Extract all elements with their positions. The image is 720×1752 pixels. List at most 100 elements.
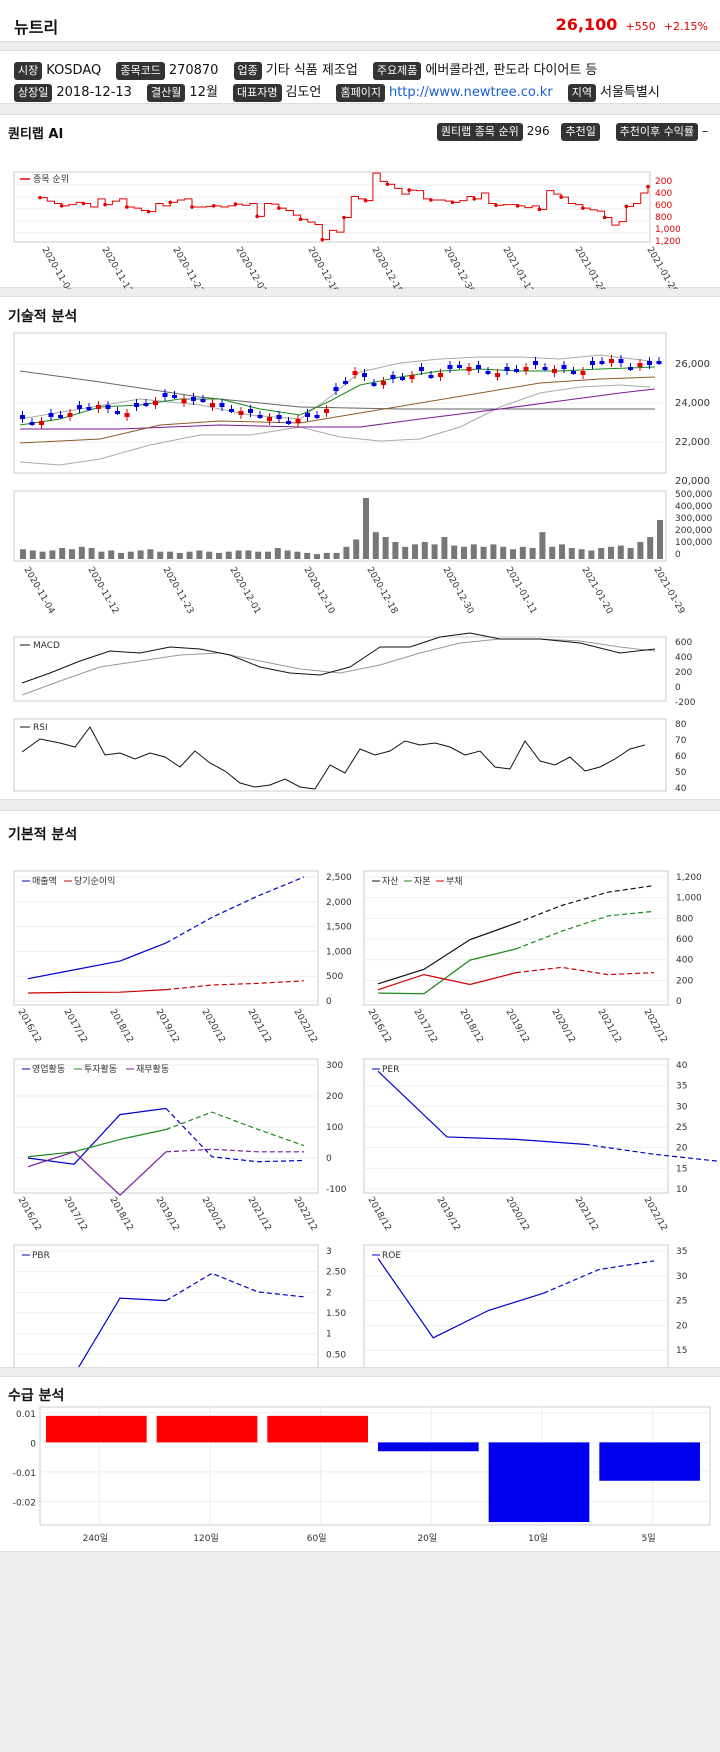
supply-xtick: 5일	[642, 1533, 656, 1544]
macd-panel-frame	[13, 636, 667, 702]
volume-bar	[529, 548, 536, 559]
price-y-axis: 26,000 24,000 22,000 20,000	[675, 359, 710, 487]
volume-bar	[284, 550, 291, 559]
rank-xtick: 2021-01-11	[500, 246, 535, 290]
rank-point	[211, 204, 216, 208]
fund-xtick: 2020/12	[549, 1008, 576, 1045]
fund-series-forecast	[165, 1107, 305, 1163]
volume-bar	[39, 551, 46, 559]
company-info-card: 시장 KOSDAQ 종목코드 270870 업종 기타 식품 제조업 주요제품 에버콜라…	[0, 50, 720, 104]
candle-body	[523, 367, 529, 371]
candle-body	[409, 375, 415, 379]
fund-ytick: 0	[326, 997, 332, 1007]
candle-body	[542, 367, 548, 370]
macd-ytick: 400	[675, 653, 692, 663]
volume-bar	[559, 544, 565, 559]
rsi-ytick: 80	[675, 720, 687, 730]
products-label: 주요제품	[372, 62, 422, 80]
fund-xtick: 2022/12	[291, 1196, 318, 1233]
rank-x-axis: 2020-11-04 2020-11-12 2020-11-23 2020-12…	[39, 246, 679, 290]
fund-legend-label: 투자활동	[84, 1063, 117, 1075]
volume-bar	[461, 546, 467, 559]
volume-bar	[333, 552, 340, 559]
fund-chart-frame	[363, 1244, 669, 1367]
fund-xtick: 2020/12	[199, 1008, 226, 1045]
volume-bar	[59, 548, 66, 559]
fund-ytick: 0.50	[326, 1350, 346, 1360]
candle-body	[267, 417, 272, 421]
volume-bar	[412, 544, 418, 559]
rank-value: 296	[526, 124, 550, 138]
volume-bar	[20, 549, 26, 559]
fund-series-forecast	[515, 910, 655, 950]
price-ytick: 24,000	[675, 398, 710, 409]
volume-bar	[118, 552, 124, 559]
ceo-value: 김도언	[285, 85, 322, 100]
candle-body	[495, 373, 500, 377]
volume-bar	[441, 537, 448, 559]
fund-ytick: 200	[676, 976, 693, 986]
fund-xtick: 2022/12	[641, 1196, 668, 1233]
fund-series-forecast	[515, 884, 655, 924]
fund-ytick: 1,500	[326, 923, 352, 933]
supply-bar	[488, 1442, 590, 1523]
volume-bar	[314, 554, 320, 559]
candle-body	[599, 361, 605, 364]
fund-ytick: 1	[326, 1330, 332, 1340]
info-row-2: 상장일 2018-12-13 결산월 12월 대표자명 김도언 홈페이지 http://…	[14, 81, 670, 102]
supply-ytick: 0.01	[16, 1410, 36, 1420]
candle-body	[153, 401, 158, 405]
ai-card: 퀀티랩 AI 퀀티랩 종목 순위 296 추천일 추천이후 수익률 – 종목 순위 …	[0, 114, 720, 290]
fund-ytick: 500	[326, 972, 343, 982]
volume-bar	[519, 546, 526, 559]
volume-bar	[98, 551, 105, 559]
supply-chart: 0.01 0 -0.01 -0.02 240일 120일 60일 20일 10일 5일	[13, 1406, 711, 1544]
tech-xtick: 2021-01-20	[579, 566, 614, 617]
fund-xtick: 2022/12	[291, 1008, 318, 1045]
long-ma-gray	[19, 370, 655, 410]
homepage-link[interactable]: http://www.newtree.co.kr	[388, 85, 553, 100]
fund-legend-label: 재무활동	[136, 1063, 169, 1075]
industry-label: 업종	[233, 62, 262, 80]
rank-point	[298, 217, 303, 222]
rank-point	[146, 209, 151, 214]
candle-body	[552, 369, 557, 373]
fundamental-section-title: 기본적 분석	[8, 827, 78, 843]
fund-ytick: 2,000	[326, 898, 352, 908]
volume-bar	[206, 551, 213, 559]
candle-body	[428, 375, 434, 378]
fund-series-forecast	[165, 1148, 304, 1153]
rank-ytick: 800	[655, 213, 672, 223]
candle-body	[29, 422, 35, 425]
fund-legend-label: 매출액	[32, 875, 57, 887]
candle-body	[67, 413, 73, 417]
rsi-ytick: 70	[675, 736, 687, 746]
fund-legend-label: 자산	[382, 876, 399, 887]
volume-bar	[304, 552, 311, 559]
candle-body	[86, 407, 92, 410]
candle-body	[618, 359, 624, 363]
fund-series-line	[27, 1151, 167, 1197]
macd-ytick: 200	[675, 668, 692, 678]
volume-bar	[88, 548, 95, 559]
price-ytick: 22,000	[675, 437, 710, 448]
volume-bar	[235, 550, 242, 559]
volume-bar	[539, 532, 546, 559]
tech-xtick: 2021-01-29	[651, 566, 686, 617]
fund-series-forecast	[515, 966, 655, 976]
candle-body	[533, 361, 538, 365]
candle-body	[58, 415, 63, 418]
fund-series-forecast	[543, 1260, 655, 1294]
ma-green	[19, 366, 656, 426]
rank-grid	[14, 184, 650, 234]
price-block: 26,100 +550 +2.15%	[556, 15, 708, 34]
code-label: 종목코드	[116, 62, 165, 80]
fund-ytick: 100	[326, 1123, 343, 1133]
fund-legend-label: PER	[382, 1065, 399, 1075]
technical-card: 기술적 분석 26,000 24,000 22,000 20,000 500,0…	[0, 296, 720, 800]
fund-xtick: 2018/12	[107, 1008, 134, 1045]
rsi-panel-frame	[13, 718, 667, 792]
candle-body	[238, 411, 244, 415]
candle-body	[362, 373, 367, 377]
rank-ytick: 400	[655, 189, 672, 199]
